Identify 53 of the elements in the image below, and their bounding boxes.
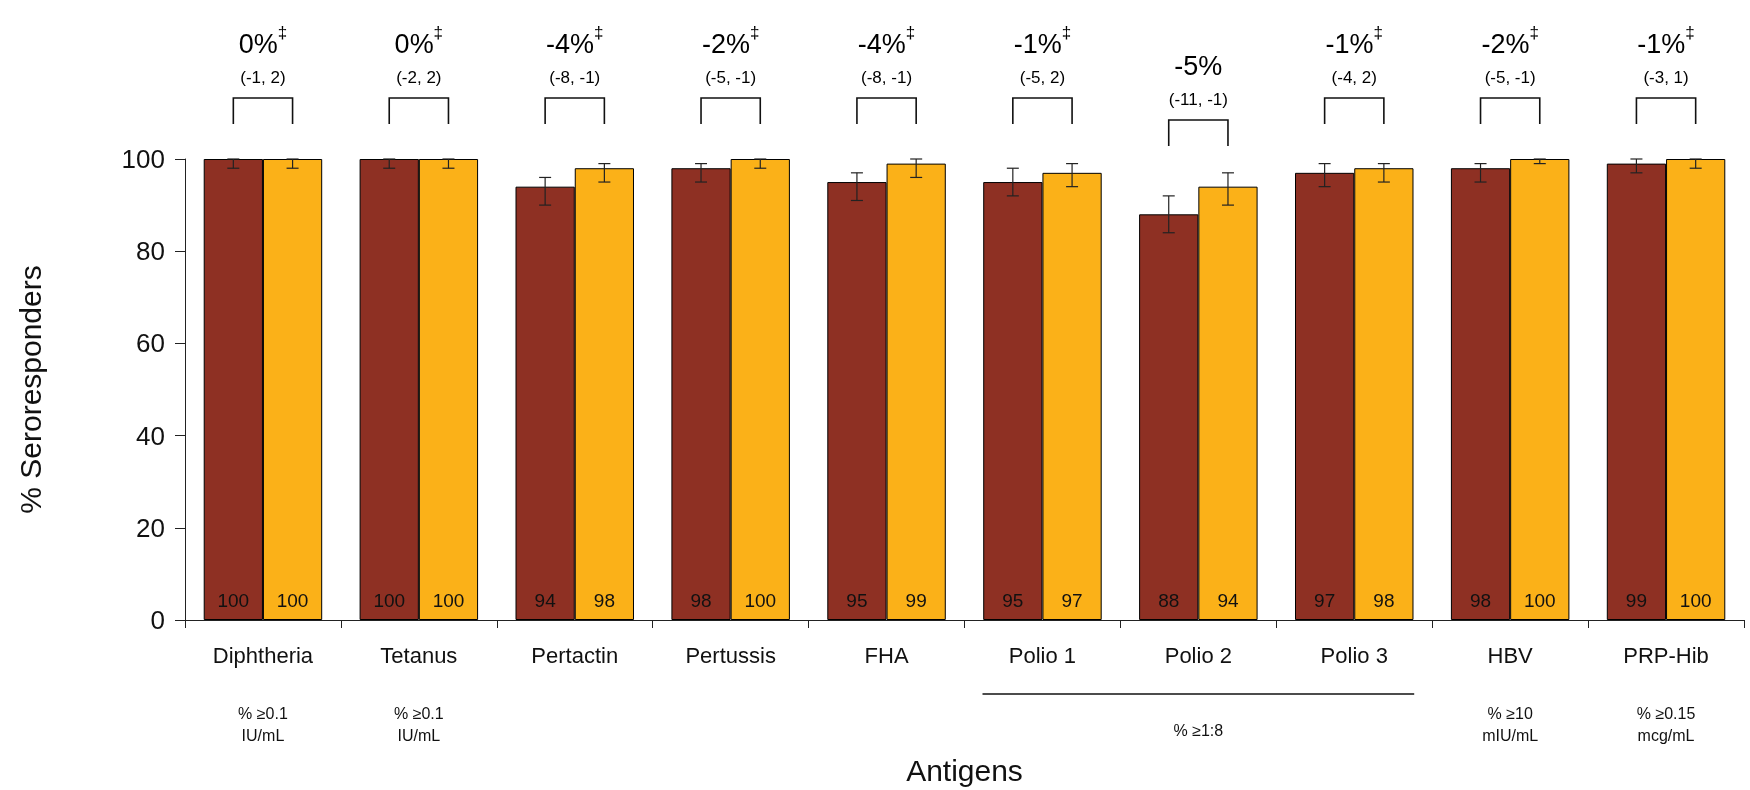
text: -4%‡ (-8, -1) [546, 23, 604, 87]
x-tick-label: Pertussis [685, 642, 776, 668]
y-tick-label: 60 [136, 328, 165, 359]
text: -5% (-11, -1) [1168, 51, 1228, 109]
y-tick-label: 80 [136, 236, 165, 267]
data-label: 100 [1679, 590, 1712, 611]
data-label: 97 [1061, 590, 1083, 611]
x-tick-label: PRP-Hib [1623, 642, 1709, 668]
text: -1%‡ (-3, 1) [1637, 23, 1695, 87]
data-label: 95 [1002, 590, 1024, 611]
data-label: 100 [217, 590, 250, 611]
data-label: 94 [534, 590, 557, 611]
data-label: 98 [690, 590, 712, 611]
text: -4%‡ (-8, -1) [857, 23, 916, 87]
data-label: 97 [1314, 590, 1336, 611]
text: % ≥0.1 IU/mL [394, 704, 444, 744]
x-axis-title: Antigens [906, 753, 1023, 787]
data-label: 88 [1158, 590, 1180, 611]
data-label: 99 [1625, 590, 1647, 611]
data-label: 99 [905, 590, 927, 611]
x-tick-label: Diphtheria [212, 642, 314, 668]
y-axis-title: % Seroresponders [13, 265, 47, 514]
data-label: 98 [593, 590, 615, 611]
text: -1%‡ (-5, 2) [1013, 23, 1072, 87]
text: -2%‡ (-5, -1) [701, 23, 760, 87]
data-label: 95 [846, 590, 868, 611]
text: 0%‡ (-2, 2) [394, 23, 444, 87]
text: % ≥1:8 [1173, 721, 1224, 739]
data-label: 100 [744, 590, 777, 611]
x-tick-label: FHA [864, 642, 909, 668]
y-tick-label: 20 [136, 512, 165, 543]
text: 0%‡ (-1, 2) [238, 23, 288, 87]
x-tick-label: Polio 3 [1320, 642, 1388, 668]
x-tick-label: HBV [1487, 642, 1534, 668]
text: % ≥0.1 IU/mL [238, 704, 288, 744]
y-tick-label: 100 [121, 144, 165, 174]
data-label: 100 [432, 590, 465, 611]
data-label: 94 [1217, 590, 1239, 611]
x-tick-label: Tetanus [380, 642, 458, 668]
x-tick-label: Pertactin [531, 642, 619, 668]
text: -2%‡ (-5, -1) [1481, 23, 1539, 87]
text: -1%‡ (-4, 2) [1325, 23, 1383, 87]
text: % ≥10 mIU/mL [1482, 704, 1539, 744]
text: % ≥0.15 mcg/mL [1636, 704, 1696, 744]
x-tick-label: Polio 2 [1164, 642, 1232, 668]
x-tick-label: Polio 1 [1008, 642, 1077, 668]
data-label: 100 [373, 590, 406, 611]
data-label: 98 [1469, 590, 1492, 611]
y-tick-label: 40 [136, 420, 165, 451]
data-label: 98 [1373, 590, 1395, 611]
data-label: 100 [1523, 590, 1556, 611]
y-tick-label: 0 [150, 605, 165, 635]
data-label: 100 [276, 590, 309, 611]
